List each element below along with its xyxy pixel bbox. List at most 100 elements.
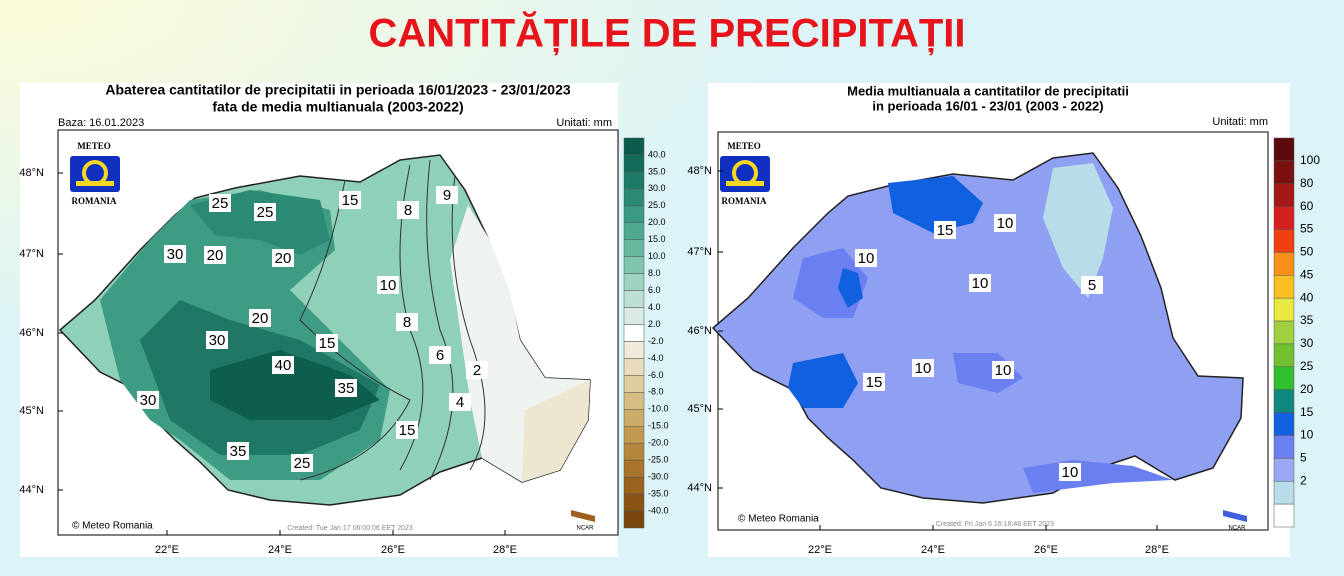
- legend-label: -40.0: [648, 505, 669, 515]
- legend-swatch: [1273, 503, 1295, 528]
- lat-label: 44°N: [687, 482, 712, 494]
- contour-label-bg: [992, 361, 1014, 379]
- map-title: in perioada 16/01 - 23/01 (2003 - 2022): [872, 98, 1103, 113]
- legend-label: 6.0: [648, 285, 661, 295]
- contour-label-bg: [855, 249, 877, 267]
- legend-swatch: [623, 137, 645, 156]
- contour-label-bg: [396, 421, 418, 439]
- contour-label: 10: [1062, 464, 1079, 481]
- legend-swatch: [1273, 458, 1295, 482]
- contour-label: 2: [473, 362, 481, 379]
- map-panel-right: [708, 83, 1290, 557]
- contour-label-bg: [209, 194, 231, 212]
- legend-label: 40.0: [648, 149, 666, 159]
- legend-label: 20: [1300, 382, 1314, 396]
- lat-label: 46°N: [687, 325, 712, 337]
- ncar-logo: [571, 510, 595, 522]
- legend-swatch: [623, 392, 645, 410]
- legend-swatch: [623, 341, 645, 359]
- legend-swatch: [623, 290, 645, 308]
- contour-label-bg: [272, 356, 294, 374]
- contour-label: 10: [380, 277, 397, 294]
- legend-label: -20.0: [648, 438, 669, 448]
- legend-swatch: [1273, 320, 1295, 345]
- ncar-logo: [1223, 510, 1247, 522]
- lat-label: 45°N: [687, 403, 712, 415]
- ncar-label: NCAR: [576, 526, 594, 532]
- legend-swatch: [623, 239, 645, 257]
- contour-label: 20: [275, 250, 292, 267]
- contour-label: 25: [257, 204, 274, 221]
- contour-label-bg: [249, 309, 271, 327]
- logo-bar: [726, 181, 764, 186]
- legend-swatch: [623, 307, 645, 325]
- contour-label: 6: [436, 347, 444, 364]
- lat-label: 47°N: [687, 246, 712, 258]
- lon-label: 28°E: [493, 544, 517, 556]
- legend-label: 10.0: [648, 251, 666, 261]
- legend-label: -8.0: [648, 387, 664, 397]
- legend-swatch: [623, 171, 645, 190]
- legend-swatch: [1273, 275, 1295, 299]
- legend-swatch: [1273, 343, 1295, 368]
- contour-label: 20: [207, 247, 224, 264]
- contour-label-bg: [227, 442, 249, 460]
- contour-label: 30: [140, 392, 157, 409]
- legend-label: 15: [1300, 405, 1314, 419]
- legend-swatch: [623, 222, 645, 240]
- contour-label-bg: [429, 346, 451, 364]
- contour-label: 15: [342, 192, 359, 209]
- created: Created: Fri Jan 6 16:18:48 EET 2023: [936, 521, 1054, 528]
- legend-label: 55: [1300, 222, 1314, 236]
- lat-label: 45°N: [19, 405, 44, 417]
- legend-swatch: [623, 442, 645, 461]
- legend-label: 35: [1300, 313, 1314, 327]
- lat-label: 48°N: [19, 167, 44, 179]
- legend-label: -15.0: [648, 421, 669, 431]
- lat-label: 44°N: [19, 484, 44, 496]
- contour-label: 30: [209, 332, 226, 349]
- legend-swatch: [1273, 412, 1295, 436]
- legend-label: 80: [1300, 176, 1314, 190]
- contour-label-bg: [994, 214, 1016, 232]
- lon-label: 26°E: [381, 544, 405, 556]
- legend-swatch: [623, 205, 645, 224]
- contour-label: 10: [915, 360, 932, 377]
- contour-label-bg: [291, 454, 313, 472]
- logo-bar: [76, 181, 114, 186]
- legend-label: 20.0: [648, 217, 666, 227]
- legend-label: 25.0: [648, 200, 666, 210]
- legend-swatch: [1273, 252, 1295, 276]
- contour-label-bg: [339, 191, 361, 209]
- legend-swatch: [1273, 297, 1295, 322]
- legend-swatch: [1273, 366, 1295, 390]
- contour-label: 30: [167, 246, 184, 263]
- contour-label-bg: [206, 331, 228, 349]
- legend-swatch: [1273, 480, 1295, 505]
- created: Created: Tue Jan 17 06:00:06 EET 2023: [287, 525, 413, 532]
- contour-label: 8: [404, 202, 412, 219]
- legend-swatch: [1273, 183, 1295, 207]
- contour-label: 15: [399, 422, 416, 439]
- legend-swatch: [623, 426, 645, 444]
- lon-label: 28°E: [1145, 544, 1169, 556]
- contour-label: 10: [995, 362, 1012, 379]
- contour-label-bg: [1081, 276, 1103, 294]
- contour-label-bg: [377, 276, 399, 294]
- map-panel-left: [20, 83, 619, 557]
- contour-label-bg: [969, 274, 991, 292]
- lon-label: 22°E: [155, 544, 179, 556]
- contour-label: 10: [997, 215, 1014, 232]
- legend-label: -4.0: [648, 353, 664, 363]
- contour-label-bg: [1059, 463, 1081, 481]
- contour-label-bg: [316, 334, 338, 352]
- legend-swatch: [623, 476, 645, 495]
- legend-swatch: [623, 409, 645, 427]
- contour-label-bg: [164, 245, 186, 263]
- lon-label: 24°E: [268, 544, 292, 556]
- page-title: CANTITĂȚILE DE PRECIPITAȚII: [368, 11, 965, 56]
- contour-label: 15: [319, 335, 336, 352]
- lon-label: 22°E: [808, 544, 832, 556]
- legend-swatch: [623, 510, 645, 529]
- ncar-label: NCAR: [1228, 526, 1246, 532]
